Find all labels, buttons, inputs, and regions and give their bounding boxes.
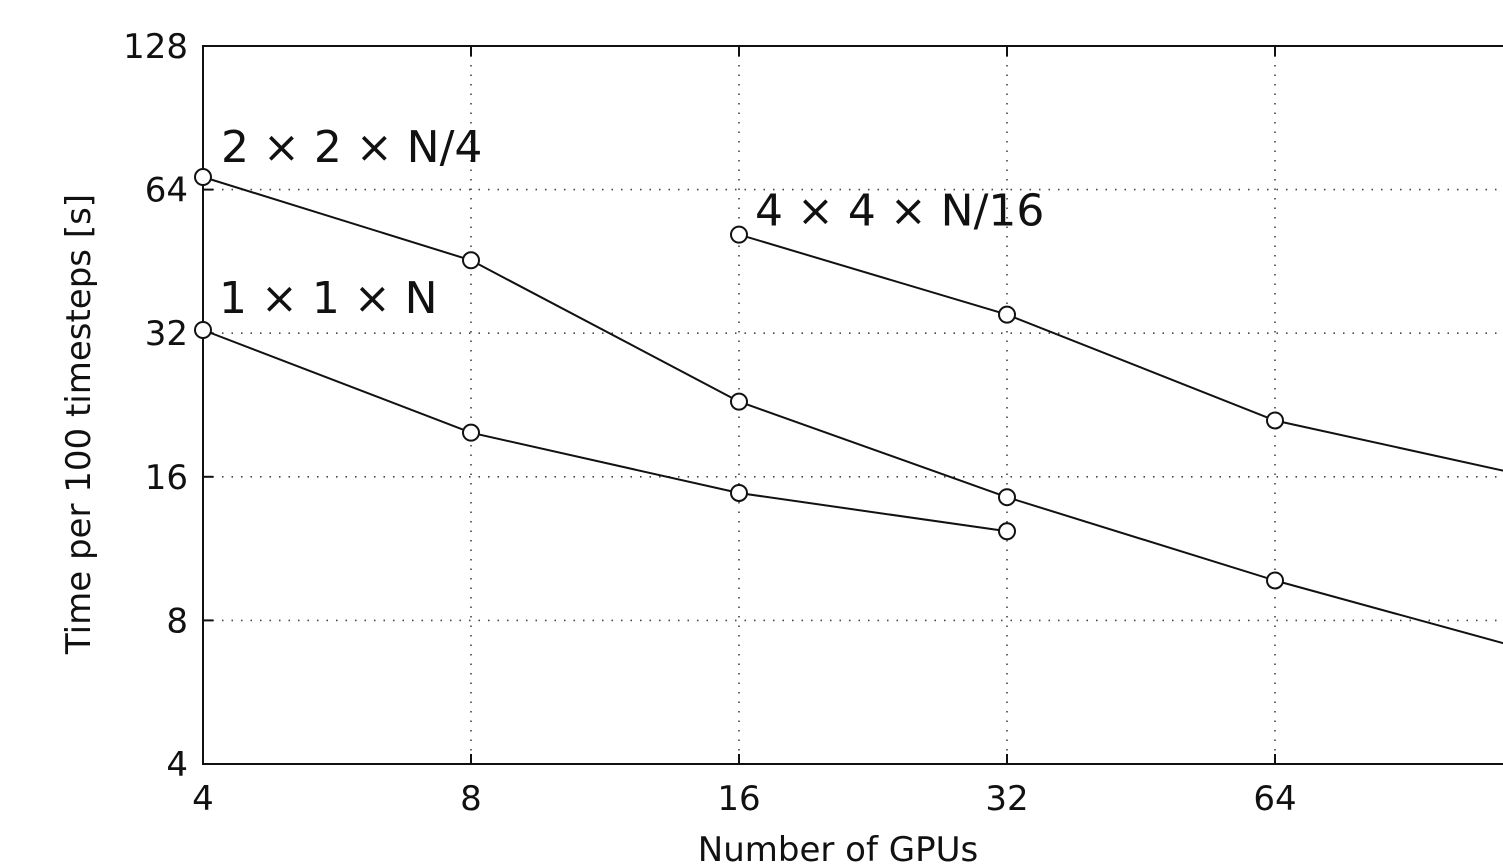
data-point (1266, 411, 1284, 430)
y-tick-label: 16 (145, 458, 188, 498)
data-point (998, 488, 1016, 507)
data-point (194, 320, 212, 339)
x-tick-label: 8 (460, 779, 482, 819)
series-line (202, 329, 1008, 533)
data-point (998, 305, 1016, 324)
x-tick-label: 64 (1253, 779, 1296, 819)
series-label: 1 × 1 × N (219, 273, 438, 324)
data-point (998, 522, 1016, 541)
series-line (202, 176, 1503, 645)
y-tick-label: 128 (123, 27, 188, 67)
data-point (730, 225, 748, 244)
series-1: 1 × 1 × N (194, 273, 1016, 541)
data-point (462, 251, 480, 270)
y-tick-label: 32 (145, 314, 188, 354)
data-point (194, 168, 212, 187)
axes-layer (202, 45, 1503, 765)
series-label: 4 × 4 × N/16 (755, 186, 1044, 237)
y-tick-label: 4 (166, 745, 188, 785)
data-point (730, 483, 748, 502)
data-point (462, 423, 480, 442)
x-tick-label: 4 (192, 779, 214, 819)
series-label: 2 × 2 × N/4 (221, 122, 482, 173)
labels-layer: Number of GPUs Time per 100 timesteps [s… (59, 194, 978, 867)
x-tick-label: 32 (985, 779, 1028, 819)
x-axis-title: Number of GPUs (698, 830, 978, 867)
data-point (1266, 571, 1284, 590)
series-3: 4 × 4 × N/16 (730, 186, 1503, 472)
data-point (730, 392, 748, 411)
series-layer: 1 × 1 × N 2 × 2 × N/4 4 × 4 × N/16 (194, 122, 1503, 645)
series-2: 2 × 2 × N/4 (194, 122, 1503, 645)
y-tick-label: 64 (145, 171, 188, 211)
plot-area-frame (202, 45, 1503, 765)
ticks-layer: 481632641248163264128 (123, 27, 1297, 819)
y-axis-title: Time per 100 timesteps [s] (59, 194, 99, 655)
x-tick-label: 16 (717, 779, 760, 819)
y-tick-label: 8 (166, 601, 188, 641)
series-line (738, 233, 1503, 472)
